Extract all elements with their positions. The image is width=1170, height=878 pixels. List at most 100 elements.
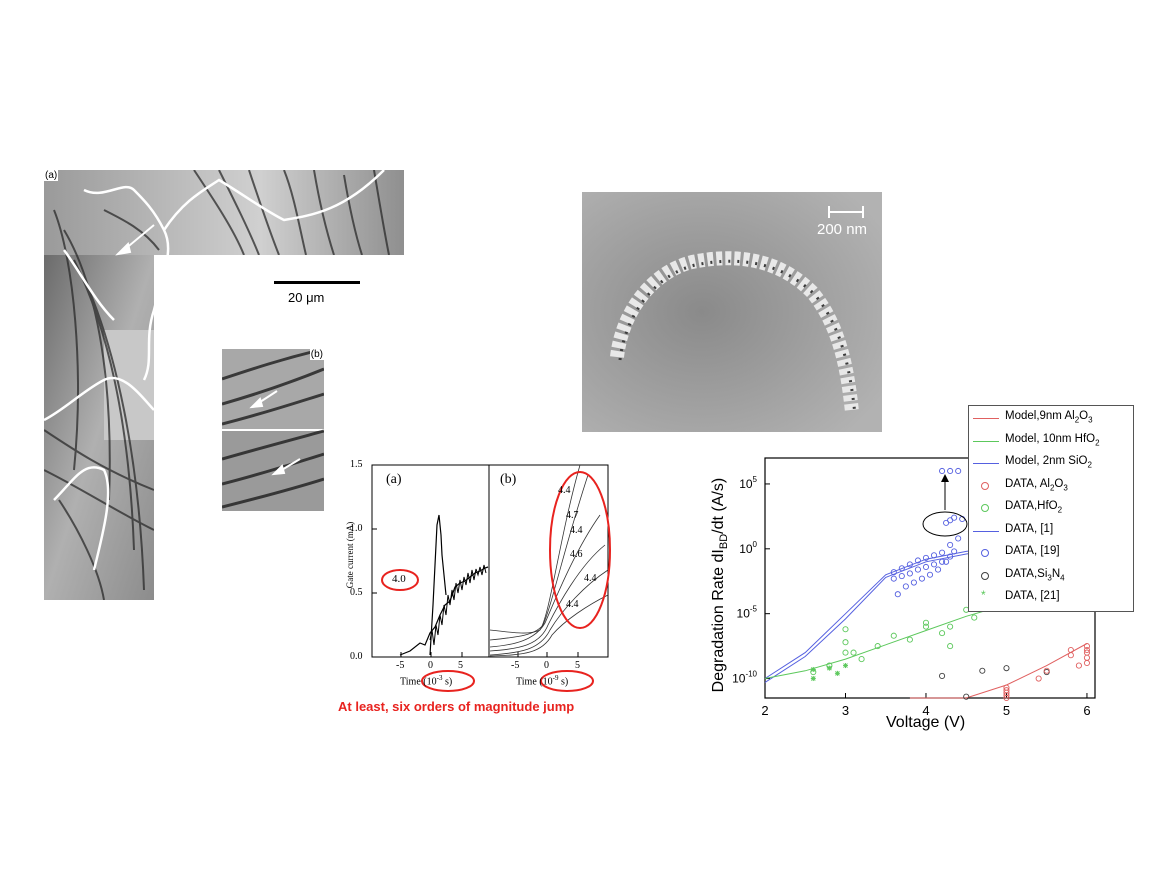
data-point — [947, 467, 954, 475]
data-point — [959, 515, 966, 523]
degradation-chart: 2 3 4 5 6 105 100 10-5 10-10 Degradation Rate dI… — [700, 400, 1150, 745]
legend-entry: DATA, [1] — [973, 523, 1131, 541]
gate-panel-a-label: (a) — [386, 472, 402, 487]
legend-entry: DATA,Si3N4 — [973, 568, 1131, 586]
gate-xtick: -5 — [511, 660, 520, 671]
data-point — [947, 643, 954, 650]
legend-swatch — [981, 481, 989, 490]
degradation-ylabel: Degradation Rate dIBD/dt (A/s) — [710, 470, 730, 700]
legend: Model,9nm Al2O3 Model, 10nm HfO2 Model, 2n… — [968, 405, 1134, 612]
data-point — [922, 554, 930, 561]
legend-swatch — [973, 440, 999, 442]
data-point — [1083, 646, 1091, 654]
gate-panel-b-label: (b) — [500, 472, 517, 487]
data-point — [971, 614, 978, 621]
data-point — [934, 566, 942, 573]
data-point — [898, 573, 905, 580]
data-point-star — [810, 676, 816, 682]
gate-xlabel-a-exp: -3 — [436, 674, 443, 682]
data-point-star — [834, 670, 840, 676]
data-point — [930, 561, 938, 568]
scale-bar-20um — [274, 281, 360, 284]
data-point — [930, 552, 938, 559]
sem-scale-tick-right — [862, 206, 864, 218]
legend-swatch — [973, 530, 999, 532]
data-point — [918, 575, 926, 582]
gate-voltage-a: 4.0 — [392, 573, 406, 585]
micrograph-image — [44, 170, 404, 600]
data-point — [947, 541, 954, 548]
data-point — [939, 630, 946, 637]
data-point — [898, 565, 905, 572]
legend-text: DATA,Si3N4 — [1005, 567, 1065, 582]
degradation-xlabel: Voltage (V) — [886, 714, 966, 731]
data-point — [842, 649, 849, 656]
data-point — [1035, 675, 1042, 682]
data-point — [963, 693, 970, 700]
data-point — [939, 549, 946, 556]
data-point — [943, 558, 950, 565]
legend-swatch — [981, 504, 989, 512]
gate-xtick: 0 — [428, 660, 433, 671]
ellipse-voltages-b — [549, 471, 611, 629]
data-point — [874, 643, 881, 650]
data-point — [955, 535, 962, 542]
ylabel-main: Degradation Rate dI — [709, 549, 727, 693]
data-point — [955, 467, 962, 475]
ylabel-tail: /dt (A/s) — [709, 477, 727, 534]
data-point — [951, 548, 958, 555]
sem-image-graphic — [582, 192, 882, 432]
x-tick-label: 3 — [842, 703, 849, 718]
gate-xlabel-b-prefix: Time — [516, 676, 537, 688]
data-point — [1043, 667, 1050, 674]
ellipse-voltage-a — [381, 569, 419, 591]
gate-xlabel-b-exp: -9 — [552, 674, 559, 682]
data-point — [894, 591, 901, 598]
series-line-2 — [764, 604, 1007, 679]
legend-entry: DATA, [19] — [973, 545, 1131, 563]
y-tick-label: 10-10 — [732, 670, 757, 686]
series-line-3 — [909, 643, 1088, 699]
legend-entry: DATA,HfO2 — [973, 500, 1131, 518]
annotation-ellipse — [922, 511, 968, 537]
data-point — [1067, 652, 1074, 659]
gate-current-figure: (a) (b) Gate current (mA) 1.5 1.0 0.5 0.… — [330, 455, 630, 720]
data-point — [1083, 659, 1091, 667]
data-point — [922, 563, 930, 571]
gate-voltage-b-0: 4.4 — [558, 485, 571, 496]
legend-swatch — [973, 418, 999, 419]
data-point — [939, 558, 946, 565]
gate-ytick: 1.0 — [350, 523, 363, 534]
sem-scale-label: 200 nm — [817, 221, 868, 238]
gate-voltage-b-3: 4.6 — [570, 549, 583, 560]
data-point-star — [826, 665, 832, 671]
x-tick-label: 4 — [922, 703, 929, 718]
legend-entry: Model,9nm Al2O3 — [973, 410, 1131, 428]
gate-xlabel-a-suffix: s) — [442, 676, 453, 688]
gate-voltage-b-2: 4.4 — [570, 525, 583, 536]
data-point — [850, 649, 857, 656]
y-tick-label: 105 — [739, 475, 757, 491]
data-point — [947, 553, 954, 560]
data-point-star — [810, 666, 816, 672]
data-point — [1003, 665, 1010, 672]
data-point — [947, 623, 954, 630]
panel-b-label: (b) — [309, 349, 324, 360]
gate-ytick: 0.5 — [350, 587, 363, 598]
data-point — [1083, 654, 1091, 661]
micrograph-b-image — [222, 349, 324, 511]
scale-label-20um: 20 μm — [288, 290, 325, 305]
data-point — [922, 619, 930, 626]
gate-xtick: -5 — [396, 660, 405, 671]
gate-xlabel-b: Time (10-9 s) — [516, 674, 568, 687]
gate-ytick: 0.0 — [350, 651, 363, 662]
annotation-arrowhead — [941, 474, 949, 482]
sem-image: 200 nm — [582, 192, 882, 432]
gate-xlabel-a-prefix: Time — [400, 676, 421, 688]
data-point — [914, 566, 921, 573]
data-point — [951, 514, 958, 521]
data-point — [890, 569, 897, 576]
data-point — [922, 623, 930, 630]
legend-entry: * DATA, [21] — [973, 588, 1131, 608]
gate-traces-b — [489, 464, 609, 657]
